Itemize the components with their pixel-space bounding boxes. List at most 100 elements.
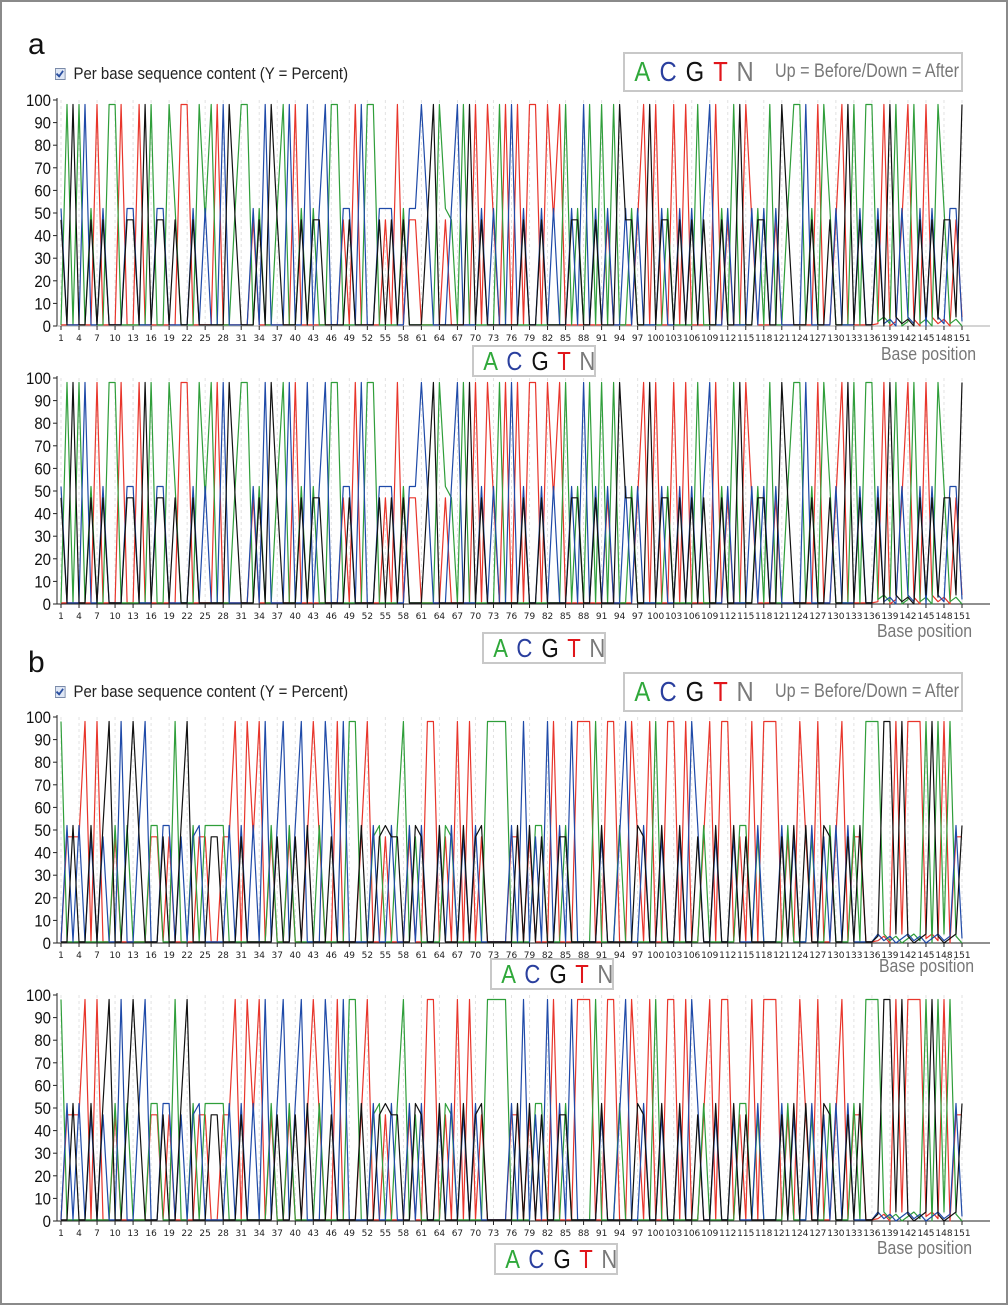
x-tick-label: 121 <box>773 1229 790 1239</box>
x-tick-label: 40 <box>290 1229 302 1239</box>
checkbox-checked-icon[interactable] <box>55 68 66 80</box>
legend-base-n: N <box>597 958 614 989</box>
x-tick-label: 139 <box>881 612 898 622</box>
series-toggle-b[interactable]: Per base sequence content (Y = Percent) <box>55 682 348 702</box>
y-tick-label: 60 <box>34 461 51 479</box>
x-tick-label: 142 <box>899 334 916 344</box>
y-tick-label: 60 <box>34 800 51 818</box>
x-tick-label: 13 <box>127 612 138 622</box>
checkbox-label: Per base sequence content (Y = Percent) <box>73 682 349 701</box>
x-tick-label: 130 <box>827 1229 844 1239</box>
x-tick-label: 130 <box>827 334 844 344</box>
x-tick-label: 7 <box>94 612 100 622</box>
legend-base-c: C <box>528 1243 545 1274</box>
legend-base-c: C <box>506 345 523 376</box>
x-tick-label: 112 <box>719 334 736 344</box>
y-tick-label: 90 <box>34 1010 51 1028</box>
legend-b-top: A C G T N Up = Before/Down = After <box>623 672 963 712</box>
x-tick-label: 40 <box>290 612 302 622</box>
x-tick-label: 1 <box>58 612 64 622</box>
x-tick-label: 106 <box>683 612 700 622</box>
legend-note: Up = Before/Down = After <box>775 681 960 702</box>
y-tick-label: 40 <box>34 845 51 863</box>
x-tick-label: 61 <box>416 612 427 622</box>
x-tick-label: 79 <box>524 1229 536 1239</box>
x-tick-label: 46 <box>326 1229 338 1239</box>
x-axis-title: Base position <box>876 1238 972 1258</box>
series-toggle-a[interactable]: Per base sequence content (Y = Percent) <box>55 64 348 84</box>
x-tick-label: 85 <box>560 612 571 622</box>
x-tick-label: 82 <box>542 951 553 961</box>
x-tick-label: 109 <box>701 951 718 961</box>
x-tick-label: 13 <box>127 951 138 961</box>
legend-base-t: T <box>712 676 728 707</box>
x-tick-label: 67 <box>452 334 463 344</box>
x-tick-label: 43 <box>308 334 319 344</box>
x-tick-label: 139 <box>881 1229 898 1239</box>
x-tick-label: 109 <box>701 612 718 622</box>
legend-a-bottom: A C G T N <box>482 632 606 664</box>
x-tick-label: 31 <box>235 951 246 961</box>
x-tick-label: 130 <box>827 951 844 961</box>
x-tick-label: 139 <box>881 951 898 961</box>
x-tick-label: 142 <box>899 1229 916 1239</box>
legend-base-n: N <box>736 56 754 87</box>
x-tick-label: 76 <box>506 612 518 622</box>
x-tick-label: 79 <box>524 951 536 961</box>
x-tick-label: 127 <box>809 334 826 344</box>
x-tick-label: 103 <box>665 951 682 961</box>
x-tick-label: 121 <box>773 951 790 961</box>
x-tick-label: 133 <box>845 951 862 961</box>
x-tick-label: 49 <box>344 334 356 344</box>
legend-base-g: G <box>541 632 559 663</box>
x-tick-label: 64 <box>434 1229 446 1239</box>
x-tick-label: 124 <box>791 334 808 344</box>
x-tick-label: 19 <box>163 612 175 622</box>
x-tick-label: 118 <box>755 612 772 622</box>
y-tick-label: 0 <box>43 935 51 953</box>
x-tick-label: 19 <box>163 334 175 344</box>
x-tick-label: 16 <box>145 1229 157 1239</box>
chart-a-after: 0 10 20 30 40 50 60 70 80 90 100 1 4 7 10 13 16 19 22 25 28 3… <box>26 370 990 622</box>
x-tick-label: 58 <box>398 612 410 622</box>
x-tick-label: 94 <box>614 1229 626 1239</box>
x-tick-label: 34 <box>253 1229 265 1239</box>
x-tick-label: 22 <box>181 612 192 622</box>
x-tick-label: 19 <box>163 1229 175 1239</box>
x-tick-label: 46 <box>326 334 338 344</box>
x-tick-label: 46 <box>326 951 338 961</box>
x-tick-label: 109 <box>701 1229 718 1239</box>
x-tick-label: 73 <box>488 334 499 344</box>
x-tick-label: 64 <box>434 951 446 961</box>
x-tick-label: 100 <box>647 1229 664 1239</box>
x-tick-label: 22 <box>181 334 192 344</box>
checkbox-checked-icon[interactable] <box>55 686 66 698</box>
x-tick-label: 94 <box>614 951 626 961</box>
x-tick-label: 136 <box>863 951 880 961</box>
chart-b-before: 0 10 20 30 40 50 60 70 80 90 100 1 4 7 10 13 16 19 22 25 28 3… <box>26 709 990 961</box>
y-tick-label: 10 <box>34 1191 51 1209</box>
x-tick-label: 115 <box>737 951 754 961</box>
x-tick-label: 88 <box>578 612 590 622</box>
x-tick-label: 97 <box>632 334 643 344</box>
x-tick-label: 52 <box>362 612 373 622</box>
x-tick-label: 25 <box>199 951 210 961</box>
legend-base-c: C <box>659 676 677 707</box>
legend-b-bottom: A C G T N <box>494 1243 618 1275</box>
x-axis-title: Base position <box>876 621 972 641</box>
x-tick-label: 58 <box>398 951 410 961</box>
series-line-G <box>60 103 963 327</box>
y-tick-label: 0 <box>43 1213 51 1231</box>
x-tick-label: 94 <box>614 612 626 622</box>
x-tick-label: 25 <box>199 612 210 622</box>
legend-base-t: T <box>579 1243 594 1274</box>
x-tick-label: 94 <box>614 334 626 344</box>
x-tick-label: 106 <box>683 1229 700 1239</box>
x-tick-label: 64 <box>434 612 446 622</box>
legend-base-g: G <box>685 56 705 87</box>
legend-base-t: T <box>567 632 582 663</box>
legend-base-t: T <box>575 958 590 989</box>
x-tick-label: 4 <box>76 612 82 622</box>
x-tick-label: 118 <box>755 334 772 344</box>
y-tick-label: 20 <box>34 551 51 569</box>
